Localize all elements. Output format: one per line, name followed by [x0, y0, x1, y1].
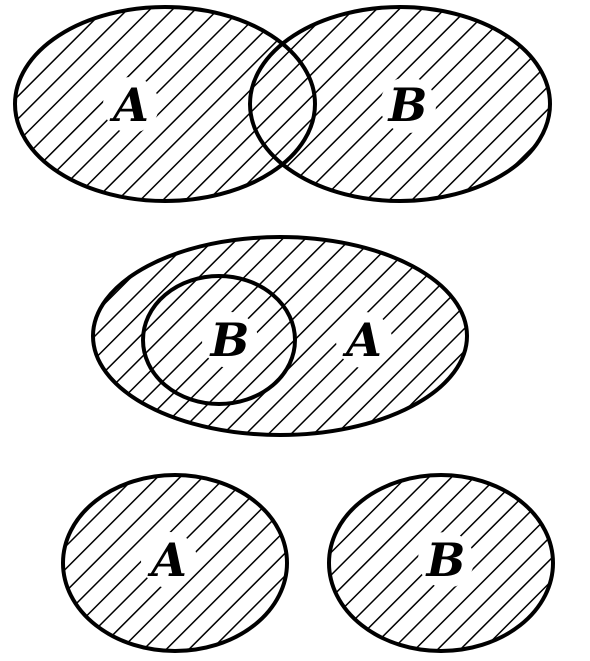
set-b-label-background	[380, 77, 436, 133]
set-a-label: A	[147, 533, 187, 587]
set-a-label: A	[109, 78, 149, 132]
disjoint-sets-diagram: A B	[61, 473, 555, 653]
set-b-outline	[248, 5, 552, 203]
set-b-label: B	[387, 78, 428, 132]
set-a-region	[93, 237, 467, 435]
set-b-label-background	[418, 532, 474, 588]
set-b-outline	[141, 274, 297, 406]
set-b-label-background	[202, 312, 258, 368]
set-a-outline	[61, 473, 289, 653]
set-b-label: B	[425, 533, 466, 587]
set-a-label-background	[141, 532, 197, 588]
set-a-outline	[13, 5, 317, 203]
overlapping-sets-diagram: A B	[13, 5, 552, 203]
set-b-outline	[327, 473, 555, 653]
set-b-label: B	[209, 313, 250, 367]
set-a-label: A	[342, 313, 382, 367]
set-a-region	[15, 7, 315, 201]
set-a-label-background	[103, 77, 159, 133]
nested-sets-diagram: B A	[91, 235, 469, 437]
set-a-outline	[91, 235, 469, 437]
set-a-label-background	[336, 312, 392, 368]
